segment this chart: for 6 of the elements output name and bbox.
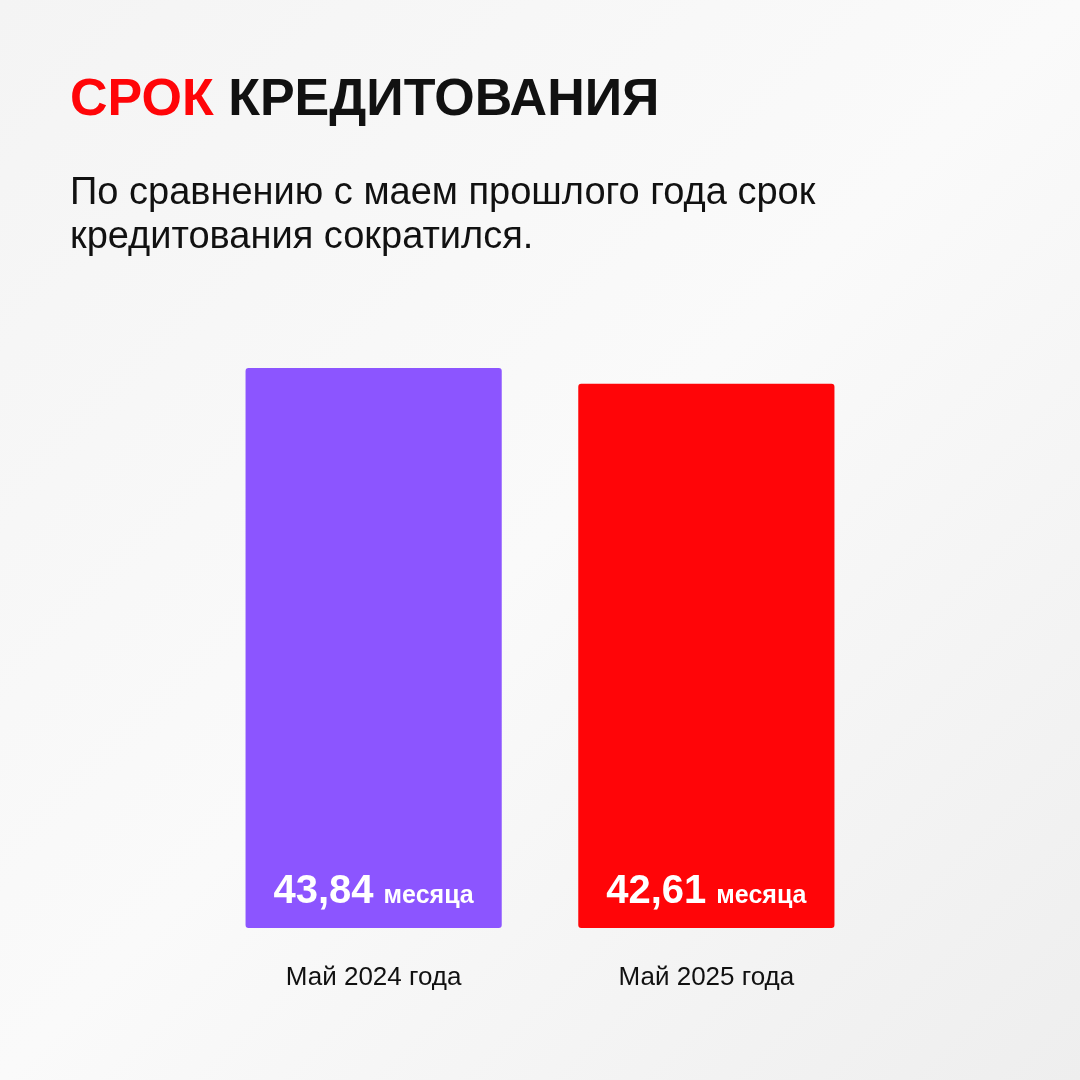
chart-subtitle: По сравнению с маем прошлого года срок кредитования сократился. — [70, 170, 816, 256]
chart-title: СРОК КРЕДИТОВАНИЯ — [70, 68, 660, 126]
data-label: 42,61 месяца — [606, 867, 808, 911]
x-tick-label: Май 2024 года — [285, 961, 462, 991]
data-label: 43,84 месяца — [273, 867, 475, 911]
x-tick-label: Май 2025 года — [618, 961, 795, 991]
